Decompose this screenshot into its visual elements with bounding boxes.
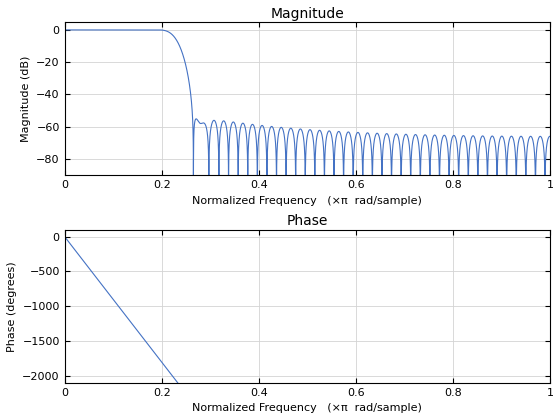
X-axis label: Normalized Frequency   (×π  rad/sample): Normalized Frequency (×π rad/sample) bbox=[192, 196, 422, 205]
Title: Phase: Phase bbox=[287, 215, 328, 228]
Y-axis label: Magnitude (dB): Magnitude (dB) bbox=[21, 55, 31, 142]
Y-axis label: Phase (degrees): Phase (degrees) bbox=[7, 261, 17, 352]
X-axis label: Normalized Frequency   (×π  rad/sample): Normalized Frequency (×π rad/sample) bbox=[192, 403, 422, 413]
Title: Magnitude: Magnitude bbox=[270, 7, 344, 21]
